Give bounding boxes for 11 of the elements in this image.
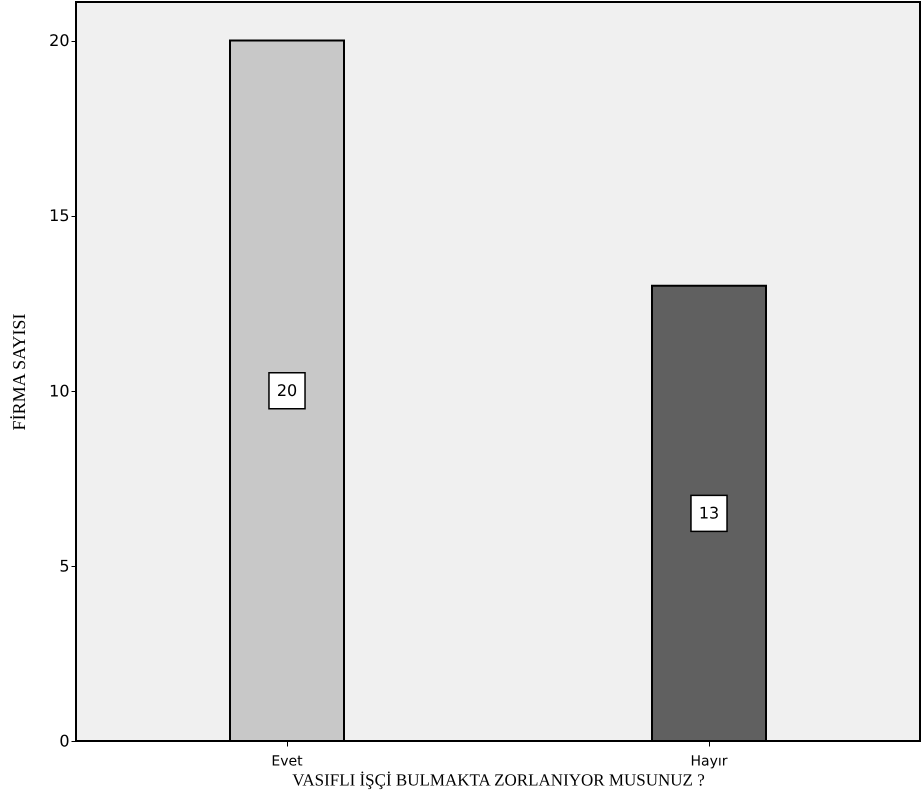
y-tick-label: 15 xyxy=(49,206,70,226)
x-axis-title: VASIFLI İŞÇİ BULMAKTA ZORLANIYOR MUSUNUZ ? xyxy=(292,770,705,790)
data-label: 13 xyxy=(698,503,720,522)
y-tick-label: 10 xyxy=(49,381,70,400)
y-tick-label: 20 xyxy=(49,31,70,50)
data-label: 20 xyxy=(276,380,298,400)
y-tick-label: 5 xyxy=(59,556,70,576)
y-tick-label: 0 xyxy=(59,732,70,750)
x-tick-label: Evet xyxy=(271,754,304,770)
x-tick-label: Hayır xyxy=(690,754,728,770)
y-axis-title: FİRMA SAYISI xyxy=(9,314,30,430)
